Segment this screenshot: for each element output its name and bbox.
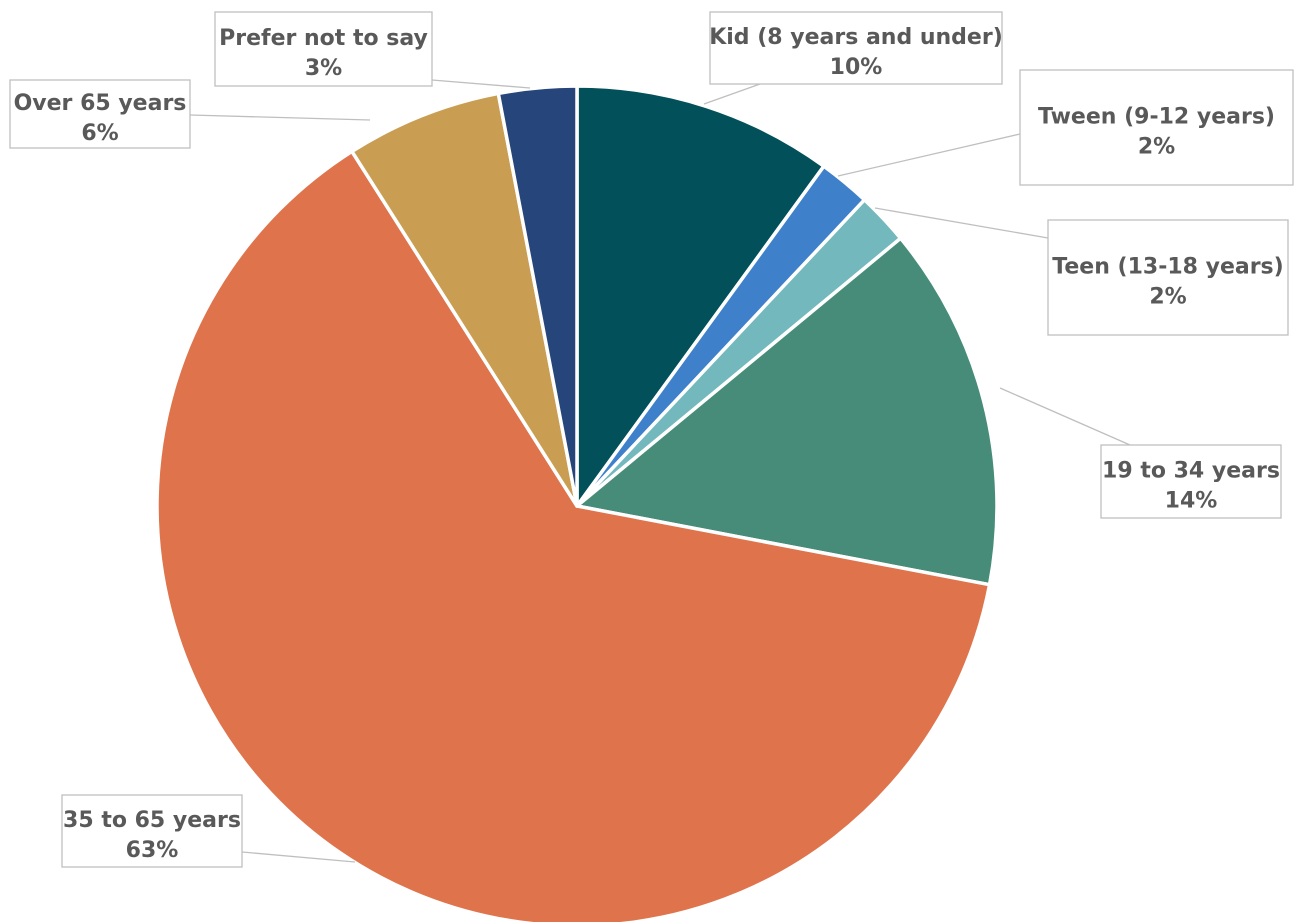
data-label-category: Over 65 years xyxy=(14,91,187,116)
data-label-box xyxy=(1047,219,1289,336)
data-label-19-to-34-years: 19 to 34 years 14% xyxy=(1100,444,1282,519)
pie-slice-35-to-65-years xyxy=(155,149,992,922)
leader-line-over-65-years xyxy=(189,114,371,121)
data-label-box xyxy=(61,794,243,868)
data-label-teen-13-18-years: Teen (13-18 years) 2% xyxy=(1047,219,1289,336)
pie-slice-prefer-not-to-say xyxy=(496,84,579,508)
leader-lines xyxy=(189,79,1131,863)
data-label-box xyxy=(214,11,433,87)
data-label-kid-8-years-and-under: Kid (8 years and under) 10% xyxy=(709,11,1003,85)
data-label-category: 35 to 65 years xyxy=(63,808,241,833)
data-label-value: 2% xyxy=(1149,285,1186,310)
data-label-category: Tween (9-12 years) xyxy=(1038,105,1275,130)
data-label-category: Prefer not to say xyxy=(219,26,428,51)
data-label-value: 63% xyxy=(126,838,179,863)
data-label-value: 14% xyxy=(1165,489,1218,514)
data-label-category: 19 to 34 years xyxy=(1102,459,1280,484)
leader-line-teen-13-18-years xyxy=(874,207,1049,239)
data-label-value: 2% xyxy=(1138,135,1175,160)
data-label-box xyxy=(709,11,1003,85)
data-label-box xyxy=(1100,444,1282,519)
data-label-value: 10% xyxy=(830,55,883,80)
leader-line-kid-8-years-and-under xyxy=(703,83,761,105)
data-label-category: Kid (8 years and under) xyxy=(709,25,1003,50)
data-label-category: Teen (13-18 years) xyxy=(1052,255,1283,280)
data-label-over-65-years: Over 65 years 6% xyxy=(9,79,191,149)
data-label-box xyxy=(1019,69,1294,186)
leader-line-prefer-not-to-say xyxy=(431,79,531,89)
data-labels: Kid (8 years and under) 10% Tween (9-12 ye… xyxy=(9,11,1294,868)
pie-slice-19-to-34-years xyxy=(575,236,999,587)
data-label-value: 6% xyxy=(81,121,118,146)
pie-slices xyxy=(155,84,999,922)
data-label-35-to-65-years: 35 to 65 years 63% xyxy=(61,794,243,868)
leader-line-tween-9-12-years xyxy=(837,133,1021,177)
pie-slice-over-65-years xyxy=(350,91,579,508)
data-label-value: 3% xyxy=(305,56,342,81)
data-label-box xyxy=(9,79,191,149)
data-label-prefer-not-to-say: Prefer not to say 3% xyxy=(214,11,433,87)
data-label-tween-9-12-years: Tween (9-12 years) 2% xyxy=(1019,69,1294,186)
pie-slice-kid-8-years-and-under xyxy=(575,84,826,508)
leader-line-35-to-65-years xyxy=(241,851,356,863)
leader-line-19-to-34-years xyxy=(999,387,1131,446)
